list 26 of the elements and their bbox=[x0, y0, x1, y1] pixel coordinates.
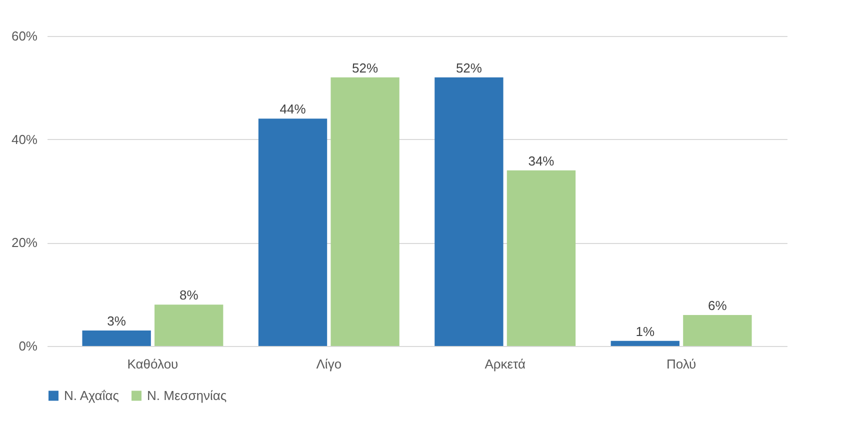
y-tick-label: 60% bbox=[11, 28, 38, 44]
data-label: 6% bbox=[708, 298, 728, 313]
data-label: 34% bbox=[528, 153, 555, 168]
bar bbox=[154, 304, 224, 346]
y-tick-label: 0% bbox=[18, 338, 38, 354]
bar bbox=[434, 77, 504, 346]
data-label: 52% bbox=[456, 60, 482, 76]
y-tick-label: 20% bbox=[11, 235, 38, 250]
x-tick-label: Καθόλου bbox=[127, 356, 178, 372]
bar bbox=[330, 77, 400, 346]
x-tick-label: Λίγο bbox=[316, 356, 342, 372]
y-tick-label: 40% bbox=[11, 132, 38, 147]
data-label: 44% bbox=[280, 102, 306, 117]
data-label: 3% bbox=[107, 314, 126, 328]
legend-label: Ν. Μεσσηνίας bbox=[147, 388, 227, 403]
bar bbox=[258, 118, 328, 346]
data-label: 1% bbox=[636, 324, 655, 339]
bar bbox=[82, 330, 151, 346]
bar bbox=[506, 170, 576, 346]
x-tick-label: Αρκετά bbox=[484, 356, 526, 372]
data-label: 8% bbox=[179, 288, 199, 303]
x-tick-label: Πολύ bbox=[666, 356, 696, 372]
legend-label: Ν. Αχαΐας bbox=[64, 388, 119, 403]
bar bbox=[610, 340, 680, 346]
bar bbox=[683, 315, 752, 346]
data-label: 52% bbox=[352, 60, 378, 76]
